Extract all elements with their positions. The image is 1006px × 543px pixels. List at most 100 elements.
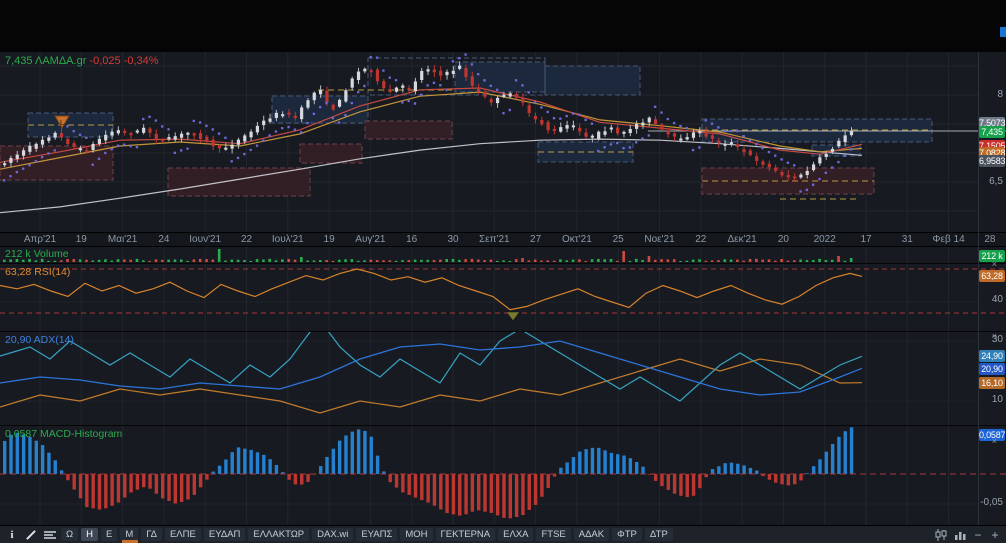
- toolbar-tab-ΕΛΠΕ[interactable]: ΕΛΠΕ: [164, 528, 201, 541]
- toolbar-tab-Ω[interactable]: Ω: [61, 528, 79, 541]
- rsi-value: 63,28: [5, 266, 32, 278]
- symbol-legend: 7,435 ΛΑΜΔΑ.gr -0,025 -0,34%: [5, 55, 159, 67]
- axis-value-badge: 212 k: [979, 250, 1005, 262]
- info-icon[interactable]: i: [10, 528, 14, 541]
- top-black-bar: [0, 0, 1006, 52]
- adx-value: 20,90: [5, 334, 32, 346]
- macd-histogram[interactable]: [0, 426, 1006, 525]
- price-change-pct: -0,34%: [123, 55, 159, 67]
- rsi-name: RSI(14): [34, 266, 71, 278]
- date-axis-label: Σεπ'21: [479, 234, 510, 245]
- macd-label: 0,0587 MACD-Histogram: [5, 428, 122, 440]
- candlestick-chart[interactable]: L: [0, 52, 1006, 232]
- zoom-out-button[interactable]: −: [974, 527, 982, 542]
- toolbar-tab-ΜΟΗ[interactable]: ΜΟΗ: [400, 528, 433, 541]
- axis-value-badge: 7,435: [979, 126, 1005, 138]
- toolbar-tab-ΓΕΚΤΕΡΝΑ[interactable]: ΓΕΚΤΕΡΝΑ: [435, 528, 496, 541]
- axis-value-badge: 6,9583: [979, 155, 1006, 167]
- toolbar-tab-Ε[interactable]: Ε: [100, 528, 118, 541]
- rsi-label: 63,28 RSI(14): [5, 266, 70, 278]
- date-axis-label: Ιουν'21: [189, 234, 222, 245]
- adx-pane[interactable]: 20,90 ADX(14): [0, 331, 1006, 425]
- rsi-plot[interactable]: [0, 264, 1006, 331]
- macd-pane[interactable]: 0,0587 MACD-Histogram: [0, 425, 1006, 525]
- toolbar-tab-ΑΔΑΚ[interactable]: ΑΔΑΚ: [573, 528, 610, 541]
- date-axis-label: 28: [984, 234, 996, 245]
- date-axis-label: Οκτ'21: [562, 234, 592, 245]
- date-axis-label: 17: [860, 234, 872, 245]
- toolbar-tab-ΔΤΡ[interactable]: ΔΤΡ: [644, 528, 673, 541]
- axis-label: 10: [991, 394, 1003, 405]
- volume-bars[interactable]: [0, 247, 1006, 263]
- axis-value-badge: 20,90: [979, 363, 1005, 375]
- axis-label: 30: [991, 334, 1003, 345]
- axis-value-badge: 63,28: [979, 270, 1005, 282]
- date-axis[interactable]: Απρ'21 19 Μαι'21 24 Ιουν'21 22 Ιουλ'21 19 Αυγ'21…: [0, 232, 1006, 247]
- toolbar-tab-Η[interactable]: Η: [81, 528, 98, 541]
- axis-value-badge: 0,0587: [979, 429, 1006, 441]
- date-axis-label: 25: [612, 234, 624, 245]
- date-axis-label: 20: [777, 234, 789, 245]
- toolbar-tab-ΕΥΑΠΣ[interactable]: ΕΥΑΠΣ: [356, 528, 398, 541]
- active-tab-underline: [122, 540, 138, 543]
- symbol-name: ΛΑΜΔΑ.gr: [34, 55, 87, 67]
- date-axis-label: Ιουλ'21: [271, 234, 304, 245]
- bottom-toolbar: i Ω Η Ε Μ ΓΔ ΕΛΠΕ ΕΥΔΑΠ ΕΛΛΑΚΤΩΡ DAX.wi ΕΥΑΠΣ ΜΟΗ Γ…: [0, 525, 1006, 543]
- axis-label: 40: [991, 294, 1003, 305]
- toolbar-tab-FTSE[interactable]: FTSE: [536, 528, 571, 541]
- zoom-in-button[interactable]: +: [991, 527, 999, 542]
- adx-label: 20,90 ADX(14): [5, 334, 74, 346]
- close-pane-button[interactable]: ×: [991, 331, 997, 341]
- date-axis-label: Φεβ 14: [932, 234, 965, 245]
- symbol-tabs: Ω Η Ε Μ ΓΔ ΕΛΠΕ ΕΥΔΑΠ ΕΛΛΑΚΤΩΡ DAX.wi ΕΥΑΠΣ ΜΟΗ ΓΕΚ…: [61, 528, 673, 541]
- axis-value-badge: 24,90: [979, 350, 1005, 362]
- svg-text:L: L: [60, 120, 64, 127]
- axis-label: 6,5: [989, 176, 1003, 187]
- date-axis-label: Νοε'21: [644, 234, 675, 245]
- price-chart-pane[interactable]: L 7,435 ΛΑΜΔΑ.gr -0,025 -0,34%: [0, 52, 1006, 232]
- last-price: 7,435: [5, 55, 33, 67]
- watchlist-icon[interactable]: [42, 528, 58, 542]
- axis-separator: [978, 52, 979, 525]
- price-axis[interactable]: 87,576,5403010-0,057,50737,4357,15057,08…: [978, 52, 1006, 525]
- adx-name: ADX(14): [33, 334, 74, 346]
- volume-label: 212 k Volume: [5, 248, 69, 260]
- close-pane-button[interactable]: ×: [991, 436, 997, 446]
- date-axis-label: 27: [530, 234, 542, 245]
- toolbar-tab-ΦΤΡ[interactable]: ΦΤΡ: [612, 528, 642, 541]
- date-axis-label: 22: [695, 234, 707, 245]
- date-axis-label: 16: [406, 234, 418, 245]
- date-axis-label: 30: [447, 234, 459, 245]
- rsi-pane[interactable]: 63,28 RSI(14): [0, 263, 1006, 331]
- date-axis-label: Μαι'21: [107, 234, 138, 245]
- date-axis-label: 24: [158, 234, 170, 245]
- toolbar-tab-ΕΥΔΑΠ[interactable]: ΕΥΔΑΠ: [203, 528, 246, 541]
- candlestick-view-icon[interactable]: [933, 528, 949, 542]
- date-axis-label: 19: [323, 234, 335, 245]
- price-change: -0,025: [89, 55, 121, 67]
- date-axis-label: Δεκ'21: [727, 234, 757, 245]
- toolbar-tab-ΕΛΛΑΚΤΩΡ[interactable]: ΕΛΛΑΚΤΩΡ: [248, 528, 310, 541]
- axis-label: -0,05: [980, 497, 1003, 508]
- toolbar-tab-ΓΔ[interactable]: ΓΔ: [141, 528, 162, 541]
- toolbar-tab-DAX.wi[interactable]: DAX.wi: [312, 528, 354, 541]
- date-axis-label: 31: [901, 234, 913, 245]
- macd-name: MACD-Histogram: [40, 428, 123, 440]
- volume-name: Volume: [33, 248, 69, 260]
- axis-label: 8: [997, 89, 1003, 100]
- date-axis-label: Απρ'21: [23, 234, 57, 245]
- volume-pane[interactable]: 212 k Volume: [0, 247, 1006, 263]
- volume-value: 212 k: [5, 248, 31, 260]
- histogram-view-icon[interactable]: [952, 528, 968, 542]
- date-axis-label: 19: [75, 234, 87, 245]
- macd-value: 0,0587: [5, 428, 38, 440]
- toolbar-tab-ΕΛΧΑ[interactable]: ΕΛΧΑ: [498, 528, 534, 541]
- axis-value-badge: 16,10: [979, 377, 1005, 389]
- close-pane-button[interactable]: ×: [991, 259, 997, 269]
- adx-plot[interactable]: [0, 332, 1006, 425]
- draw-line-icon[interactable]: [23, 528, 39, 542]
- toolbar-tab-Μ[interactable]: Μ: [120, 528, 139, 541]
- partial-badge: [1000, 27, 1006, 37]
- date-axis-label: 22: [240, 234, 253, 245]
